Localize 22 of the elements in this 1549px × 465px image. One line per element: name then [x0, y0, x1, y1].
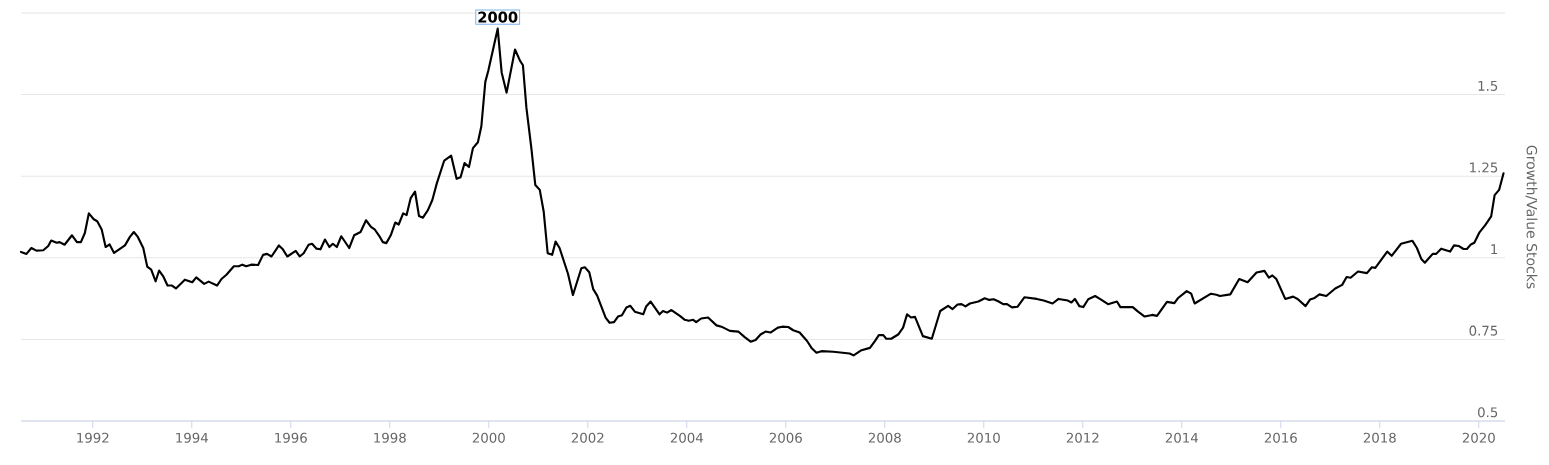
- y-tick-label: 1.25: [1470, 162, 1498, 173]
- y-tick-label: 0.5: [1477, 407, 1498, 418]
- y-tick-label: 1: [1491, 244, 1498, 255]
- x-tick-label: 2006: [769, 432, 802, 443]
- x-tick-label: 2012: [1066, 432, 1099, 443]
- x-tick-label: 2016: [1264, 432, 1297, 443]
- y-axis-title: Growth/Value Stocks: [1525, 145, 1538, 289]
- x-tick-label: 1994: [176, 432, 208, 443]
- x-tick-label: 1996: [275, 432, 307, 443]
- y-tick-label: 1.5: [1478, 80, 1498, 91]
- x-tick-label: 2004: [670, 432, 703, 443]
- x-tick-label: 1998: [374, 432, 406, 443]
- x-tick-label: 1992: [77, 432, 109, 443]
- annotation: 2000: [478, 11, 518, 23]
- x-tick-label: 2010: [967, 432, 1000, 443]
- x-tick-label: 2020: [1462, 432, 1495, 443]
- x-tick-label: 2014: [1165, 432, 1198, 443]
- x-tick-label: 2002: [571, 432, 604, 443]
- x-tick-label: 2018: [1363, 432, 1396, 443]
- x-tick-label: 2008: [868, 432, 901, 443]
- x-tick-label: 2000: [472, 432, 505, 443]
- y-tick-label: 0.75: [1469, 325, 1498, 336]
